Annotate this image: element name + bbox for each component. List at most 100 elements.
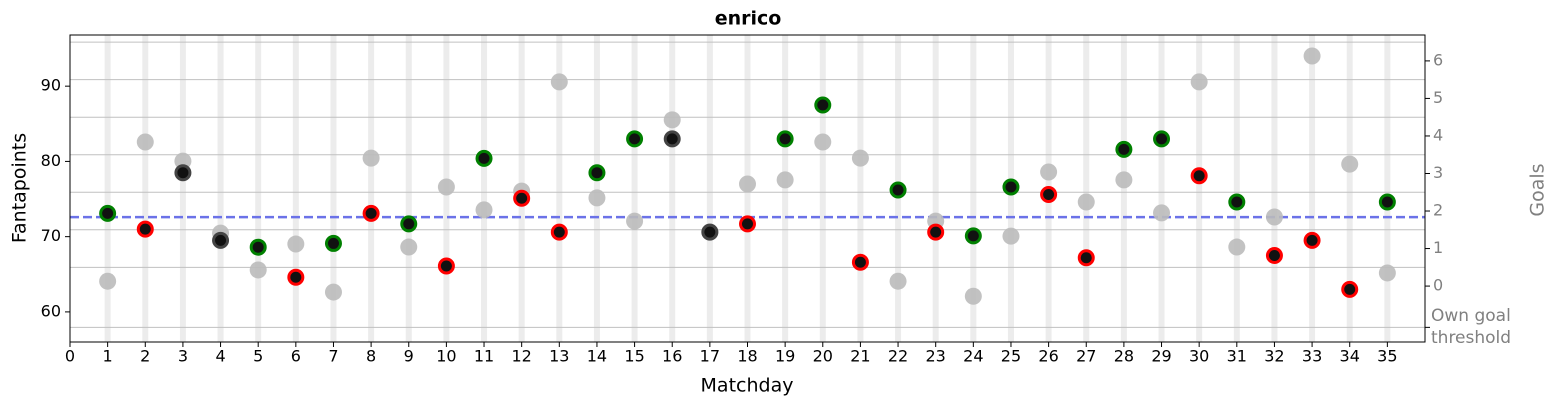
x-tick-label: 29 (1151, 347, 1171, 366)
y-tick-label: 90 (41, 76, 61, 95)
fantapoint-marker (475, 149, 493, 167)
fantapoint-marker (324, 234, 342, 252)
goal-marker (475, 201, 493, 219)
fantapoint-marker (889, 181, 907, 199)
goal-marker (287, 235, 305, 253)
y-tick-label: 70 (41, 226, 61, 245)
x-tick-label: 28 (1114, 347, 1134, 366)
fantapoint-marker (287, 268, 305, 286)
y2-tick-label: 1 (1433, 238, 1443, 257)
fantapoint-marker (1153, 130, 1171, 148)
goal-marker (851, 149, 869, 167)
x-tick-label: 27 (1076, 347, 1096, 366)
fantapoint-marker (174, 164, 192, 182)
fantapoint-marker (588, 164, 606, 182)
goal-marker (739, 175, 756, 193)
fantapoint-marker (1265, 246, 1283, 264)
x-tick-label: 22 (888, 347, 908, 366)
x-tick-label: 9 (404, 347, 414, 366)
x-tick-label: 32 (1264, 347, 1284, 366)
fantapoint-marker (964, 227, 982, 245)
goal-marker (776, 171, 794, 189)
fantapoint-marker (99, 204, 117, 222)
x-axis-label: Matchday (701, 375, 794, 397)
y2-tick-label: 3 (1433, 163, 1443, 182)
x-tick-label: 12 (511, 347, 531, 366)
goal-marker (1265, 208, 1283, 226)
fantapoint-marker (1115, 140, 1133, 158)
fantapoint-marker (136, 220, 154, 238)
x-tick-label: 7 (328, 347, 338, 366)
x-tick-label: 34 (1340, 347, 1360, 366)
x-tick-label: 33 (1302, 347, 1322, 366)
goal-marker (889, 272, 907, 290)
goal-marker (1077, 193, 1095, 211)
fantapoint-marker (212, 231, 230, 249)
plot-frame (69, 34, 1426, 343)
fantapoint-marker (1228, 193, 1246, 211)
x-tick-label: 19 (775, 347, 795, 366)
y2-axis-label: Goals (1527, 163, 1549, 216)
goal-marker (1115, 171, 1133, 189)
chart-title: enrico (715, 8, 782, 30)
fantapoint-marker (701, 223, 719, 241)
fantapoint-marker (513, 189, 531, 207)
x-tick-label: 8 (366, 347, 376, 366)
x-tick-label: 20 (813, 347, 833, 366)
x-tick-label: 4 (215, 347, 225, 366)
x-tick-label: 6 (291, 347, 301, 366)
goal-marker (99, 272, 117, 290)
x-tick-label: 17 (700, 347, 720, 366)
x-tick-label: 13 (549, 347, 569, 366)
x-tick-label: 10 (436, 347, 456, 366)
y2-tick-label: 0 (1433, 276, 1443, 295)
y-axis-label: Fantapoints (9, 133, 31, 243)
goal-marker (663, 111, 681, 129)
x-tick-label: 14 (587, 347, 607, 366)
x-tick-label: 26 (1038, 347, 1058, 366)
goal-marker (1303, 47, 1321, 65)
fantapoint-marker (1341, 280, 1359, 298)
y-tick-label: 80 (41, 151, 61, 170)
x-tick-label: 31 (1227, 347, 1247, 366)
fantapoint-marker (362, 204, 380, 222)
fantapoint-marker (1378, 193, 1396, 211)
y2-tick-label: 4 (1433, 125, 1443, 144)
x-tick-label: 21 (850, 347, 870, 366)
x-tick-label: 11 (474, 347, 494, 366)
goal-marker (324, 283, 342, 301)
y2-tick-label: 2 (1433, 201, 1443, 220)
fantapoint-marker (1040, 186, 1058, 204)
x-tick-label: 3 (178, 347, 188, 366)
x-tick-label: 30 (1189, 347, 1209, 366)
x-tick-label: 25 (1001, 347, 1021, 366)
x-tick-label: 1 (103, 347, 113, 366)
y2-tick-label: Own goal threshold (1431, 306, 1512, 349)
goal-marker (249, 261, 267, 279)
x-tick-label: 15 (624, 347, 644, 366)
goal-marker (1228, 238, 1246, 256)
y-tick-label: 60 (41, 301, 61, 320)
goal-marker (362, 149, 380, 167)
goal-marker (588, 189, 606, 207)
goal-marker (437, 178, 455, 196)
goal-marker (550, 73, 568, 91)
goal-marker (814, 133, 832, 151)
fantapoint-marker (739, 215, 756, 233)
x-tick-label: 2 (140, 347, 150, 366)
fantapoint-marker (663, 130, 681, 148)
x-tick-label: 5 (253, 347, 263, 366)
fantapoint-marker (1190, 167, 1208, 185)
fantapoint-marker (927, 223, 945, 241)
fantapoint-marker (249, 238, 267, 256)
goal-marker (1002, 227, 1020, 245)
y2-tick-label: 5 (1433, 88, 1443, 107)
goal-marker (1341, 155, 1359, 173)
goal-marker (136, 133, 154, 151)
x-tick-label: 16 (662, 347, 682, 366)
x-tick-label: 0 (65, 347, 75, 366)
fantapoint-marker (1303, 231, 1321, 249)
x-tick-label: 23 (926, 347, 946, 366)
